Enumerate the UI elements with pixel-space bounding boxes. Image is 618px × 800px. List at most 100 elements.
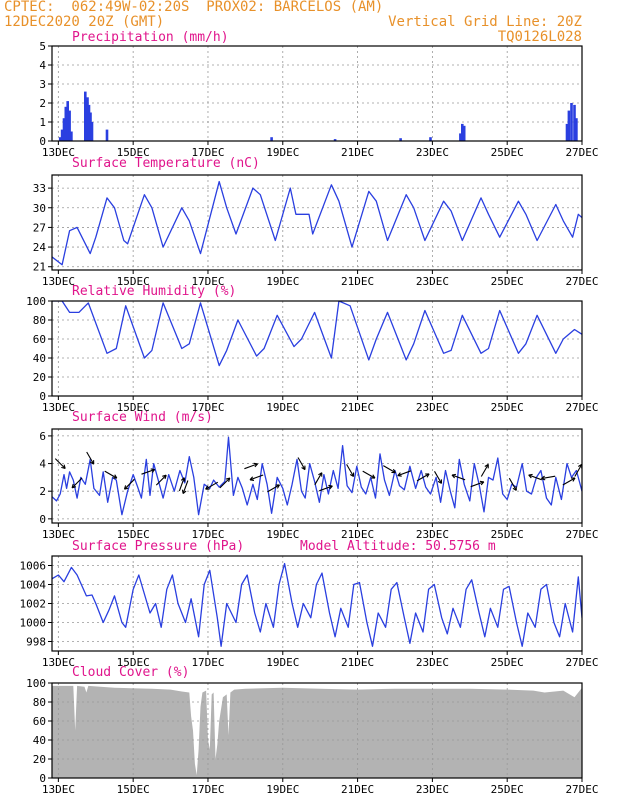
wind-direction-arrow	[451, 473, 466, 481]
y-tick-label: 27	[33, 221, 46, 234]
x-tick-label: 27DEC	[565, 146, 598, 159]
x-tick-label: 13DEC	[42, 783, 75, 796]
x-tick-label: 23DEC	[416, 528, 449, 541]
cloud-cover-area	[52, 685, 582, 778]
y-tick-label: 2	[39, 97, 46, 110]
precip-bar	[68, 110, 71, 141]
y-tick-label: 20	[33, 371, 46, 384]
x-tick-label: 13DEC	[42, 656, 75, 669]
wind-direction-arrow	[86, 451, 95, 465]
y-tick-label: 4	[39, 458, 46, 471]
wind-direction-arrow	[181, 480, 189, 495]
wind-direction-arrow	[314, 472, 323, 486]
y-tick-label: 2	[39, 485, 46, 498]
precip-bar	[64, 106, 68, 141]
wind-direction-arrow	[397, 470, 412, 477]
x-tick-label: 13DEC	[42, 146, 75, 159]
x-tick-label: 23DEC	[416, 146, 449, 159]
x-tick-label: 15DEC	[117, 275, 150, 288]
x-tick-label: 25DEC	[491, 528, 524, 541]
wind-title: Surface Wind (m/s)	[72, 410, 213, 425]
wind-direction-arrow	[383, 465, 396, 474]
precip-bar	[62, 118, 66, 141]
header-datetime: 12DEC2020 20Z (GMT)	[4, 14, 165, 30]
y-tick-label: 80	[33, 696, 46, 709]
x-tick-label: 19DEC	[266, 146, 299, 159]
x-tick-label: 13DEC	[42, 401, 75, 414]
y-tick-label: 1002	[20, 598, 47, 611]
wind-panel: 0 2 4 6 13DEC 15DEC 17DEC 19DEC 21DEC 23DEC 25DEC 2…	[39, 428, 599, 541]
temp-panel: 21 24 27 30 33 13DEC 15DEC 17DEC 19DEC 21DEC 23DEC…	[33, 174, 599, 288]
y-tick-label: 33	[33, 182, 46, 195]
wind-direction-arrow	[178, 477, 186, 492]
wind-direction-arrow	[346, 464, 355, 477]
x-tick-label: 27DEC	[565, 783, 598, 796]
precip-bar	[90, 122, 94, 141]
wind-direction-arrow	[267, 484, 280, 493]
precip-bar	[60, 129, 64, 141]
y-tick-label: 60	[33, 715, 46, 728]
x-tick-label: 27DEC	[565, 275, 598, 288]
y-tick-label: 21	[33, 261, 46, 274]
y-tick-label: 0	[39, 513, 46, 526]
wind-direction-arrow	[54, 458, 66, 470]
precip-bar	[459, 133, 462, 141]
y-tick-label: 0	[39, 390, 46, 403]
x-tick-label: 23DEC	[416, 783, 449, 796]
humidity-frame	[51, 300, 583, 397]
y-tick-label: 30	[33, 202, 46, 215]
temp-frame	[51, 174, 583, 271]
wind-direction-arrow	[219, 477, 231, 489]
x-tick-label: 17DEC	[191, 146, 224, 159]
humidity-title: Relative Humidity (%)	[72, 284, 237, 299]
pressure-title: Surface Pressure (hPa)	[72, 539, 245, 554]
y-tick-label: 1	[39, 116, 46, 129]
x-tick-label: 13DEC	[42, 528, 75, 541]
y-tick-label: 40	[33, 734, 46, 747]
cloud-frame	[51, 682, 583, 779]
wind-direction-arrow	[155, 474, 167, 486]
x-tick-label: 17DEC	[191, 401, 224, 414]
y-tick-label: 1000	[20, 617, 47, 630]
precip-frame	[51, 45, 583, 142]
y-tick-label: 80	[33, 314, 46, 327]
header-station: CPTEC: 062:49W-02:20S PROX02: BARCELOS (…	[4, 0, 384, 15]
x-tick-label: 25DEC	[491, 275, 524, 288]
y-tick-label: 5	[39, 40, 46, 53]
wind-direction-arrow	[562, 477, 576, 486]
x-tick-label: 13DEC	[42, 275, 75, 288]
y-tick-label: 24	[33, 241, 47, 254]
precip-title: Precipitation (mm/h)	[72, 30, 229, 45]
x-tick-label: 15DEC	[117, 783, 150, 796]
x-tick-label: 17DEC	[191, 656, 224, 669]
x-tick-label: 21DEC	[341, 528, 374, 541]
precip-panel: 0 1 2 3 4 5 13DEC 15DEC 17DEC 19DEC 21DEC 23DEC 25DE…	[39, 40, 598, 159]
humidity-line	[52, 301, 582, 367]
x-tick-label: 27DEC	[565, 528, 598, 541]
x-tick-label: 27DEC	[565, 656, 598, 669]
cloud-panel: 0 20 40 60 80 100 13DEC 15DEC 17DEC 19DEC 21DEC 23D…	[26, 677, 598, 796]
precip-bar	[84, 91, 87, 141]
wind-frame	[51, 428, 583, 524]
cloud-title: Cloud Cover (%)	[72, 665, 190, 680]
precip-bar	[399, 138, 402, 141]
x-tick-label: 21DEC	[341, 275, 374, 288]
precip-bar	[89, 112, 92, 141]
x-tick-label: 19DEC	[266, 656, 299, 669]
wind-direction-arrow	[508, 477, 517, 491]
precip-bar	[575, 118, 578, 141]
wind-direction-arrow	[249, 474, 264, 481]
x-tick-label: 15DEC	[117, 146, 150, 159]
x-tick-label: 17DEC	[191, 783, 224, 796]
precip-bar	[570, 103, 573, 141]
precip-bar	[58, 137, 62, 141]
y-tick-label: 0	[39, 772, 46, 785]
x-tick-label: 21DEC	[341, 146, 374, 159]
x-tick-label: 25DEC	[491, 401, 524, 414]
x-tick-label: 19DEC	[266, 528, 299, 541]
precip-bar	[462, 125, 466, 141]
wind-direction-arrow	[541, 475, 556, 481]
y-tick-label: 6	[39, 430, 46, 443]
precip-bar	[573, 104, 576, 141]
